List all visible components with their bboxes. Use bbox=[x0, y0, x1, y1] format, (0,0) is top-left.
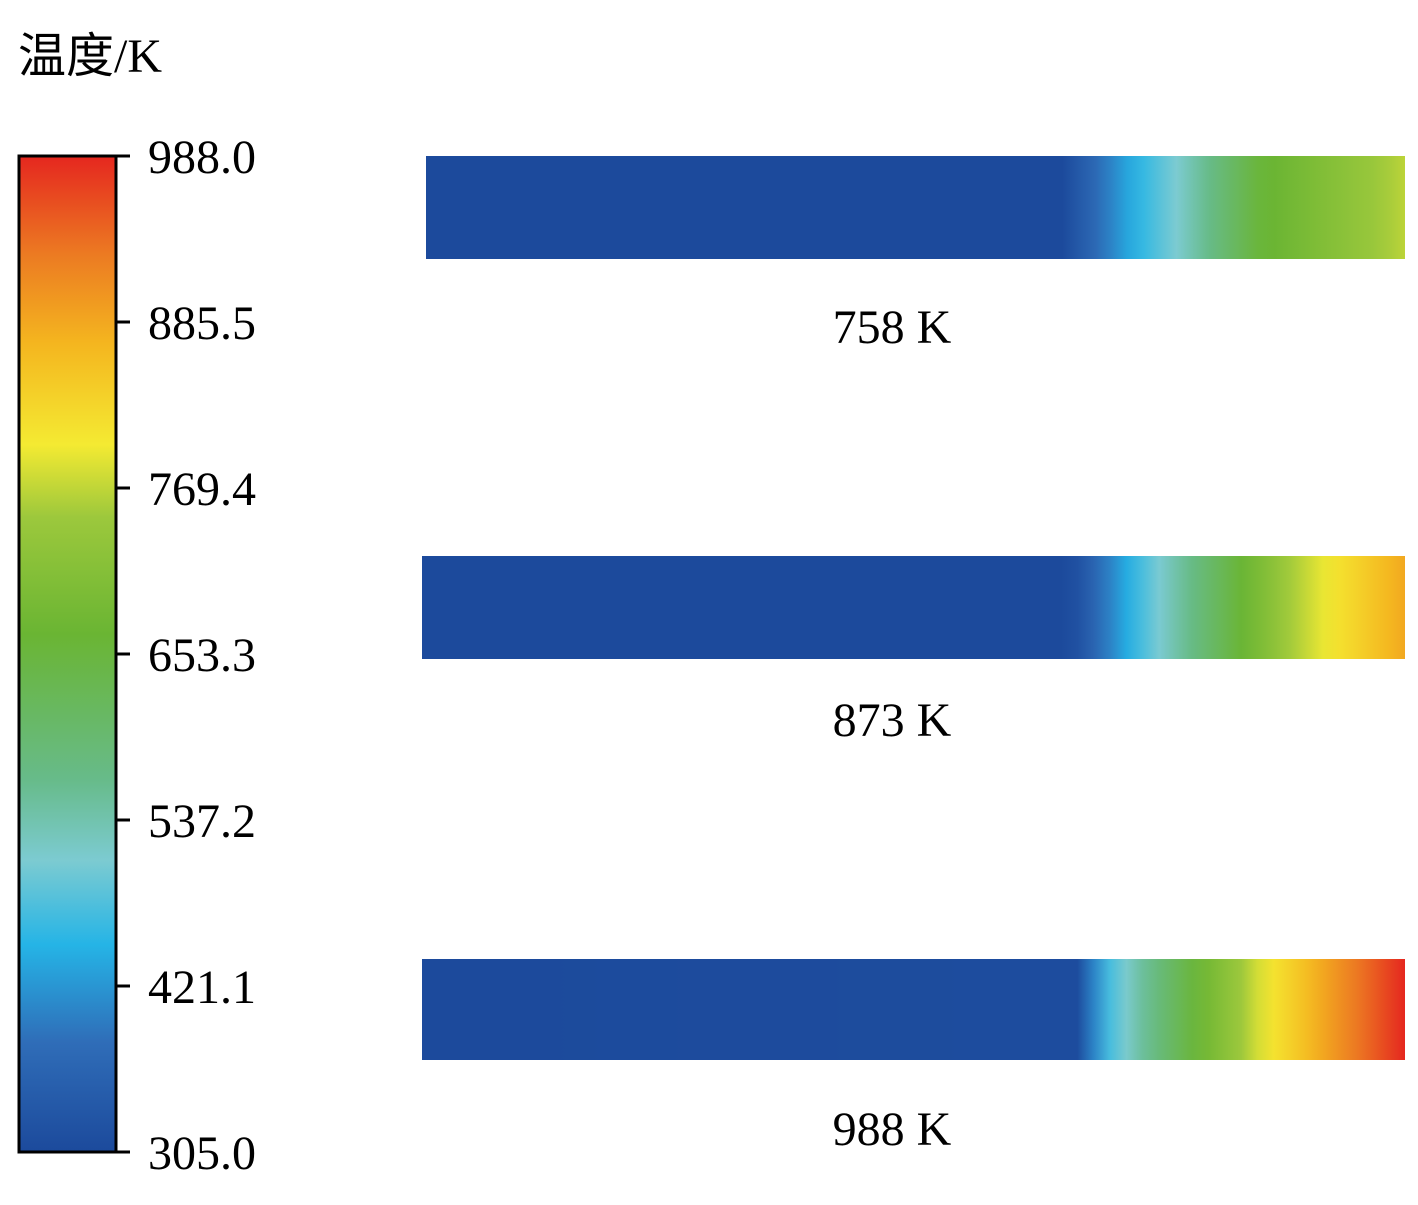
temperature-bar bbox=[422, 959, 1405, 1060]
colorbar: 988.0 885.5 769.4 653.3 537.2 421.1 305.0 bbox=[17, 131, 256, 1180]
chart-title: 温度/K bbox=[18, 30, 162, 83]
temperature-bar bbox=[422, 556, 1405, 659]
bar-label: 988 K bbox=[833, 1103, 952, 1156]
colorbar-tick-label: 653.3 bbox=[148, 629, 256, 682]
colorbar-tick-label: 885.5 bbox=[148, 297, 256, 350]
colorbar-gradient bbox=[17, 154, 118, 1154]
bar-label: 758 K bbox=[833, 301, 952, 354]
colorbar-tick-label: 537.2 bbox=[148, 795, 256, 848]
colorbar-tick-label: 769.4 bbox=[148, 463, 256, 516]
temperature-bars: 758 K 873 K 988 K bbox=[422, 156, 1405, 1156]
bar-label: 873 K bbox=[833, 694, 952, 747]
temperature-bar bbox=[426, 156, 1405, 259]
colorbar-tick-label: 988.0 bbox=[148, 131, 256, 184]
colorbar-tick-label: 421.1 bbox=[148, 961, 256, 1014]
colorbar-tick-label: 305.0 bbox=[148, 1127, 256, 1180]
